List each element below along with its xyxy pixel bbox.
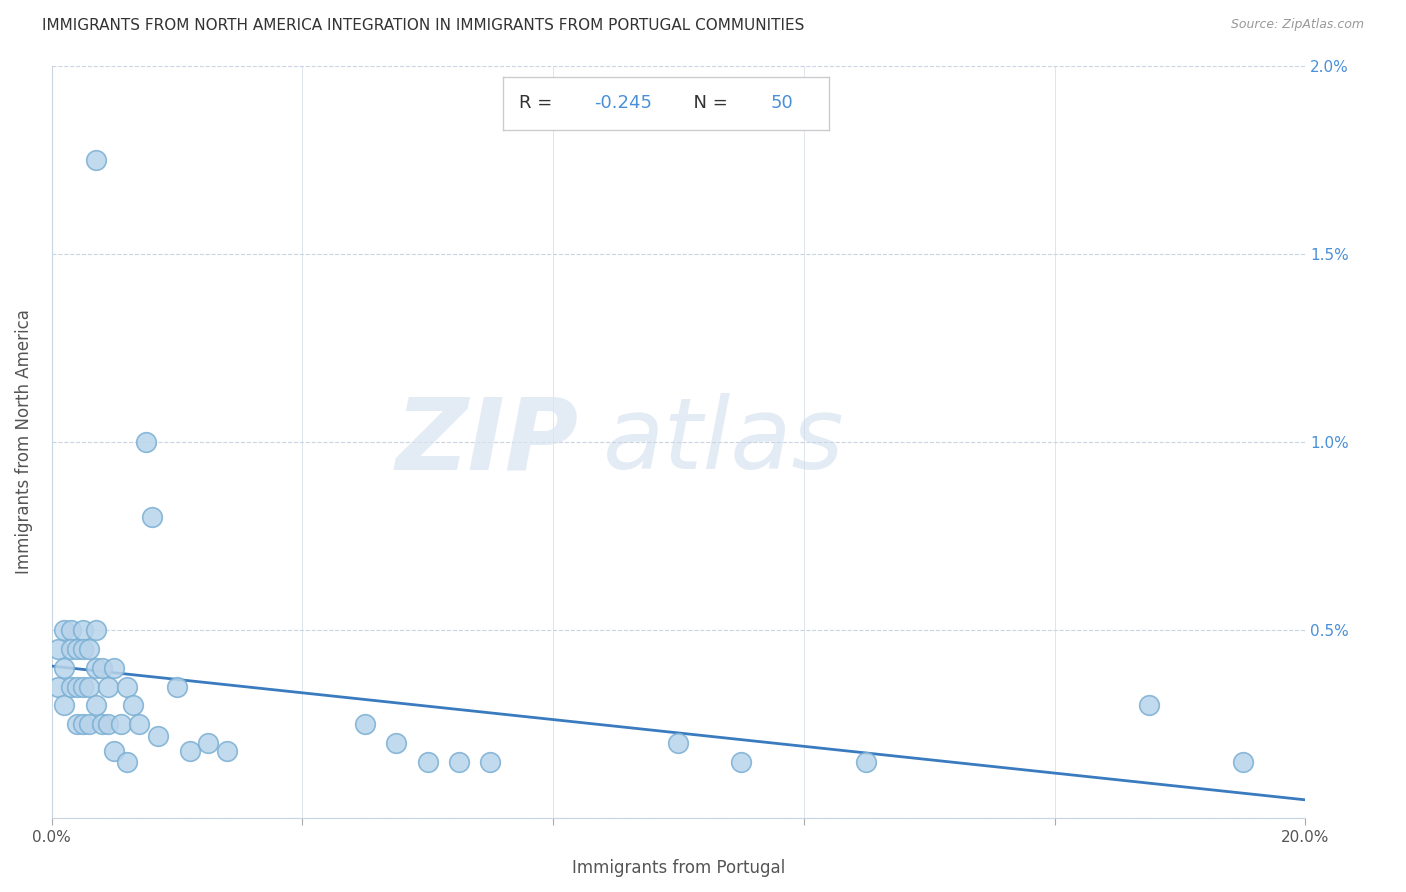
Point <box>53 623 76 637</box>
Point <box>855 755 877 769</box>
Point <box>730 755 752 769</box>
Point <box>668 736 690 750</box>
Point <box>79 642 101 657</box>
Point <box>72 642 94 657</box>
Point <box>66 642 89 657</box>
Point <box>72 623 94 637</box>
Point <box>53 698 76 713</box>
Point <box>84 698 107 713</box>
Point <box>59 623 82 637</box>
Point <box>79 717 101 731</box>
Point <box>166 680 188 694</box>
Y-axis label: Immigrants from North America: Immigrants from North America <box>15 310 32 574</box>
Point <box>197 736 219 750</box>
Point <box>84 153 107 167</box>
Point <box>122 698 145 713</box>
Point <box>135 434 157 449</box>
Text: Source: ZipAtlas.com: Source: ZipAtlas.com <box>1230 18 1364 31</box>
Text: atlas: atlas <box>603 393 845 491</box>
Point <box>1232 755 1254 769</box>
Point <box>46 642 69 657</box>
Text: IMMIGRANTS FROM NORTH AMERICA INTEGRATION IN IMMIGRANTS FROM PORTUGAL COMMUNITIE: IMMIGRANTS FROM NORTH AMERICA INTEGRATIO… <box>42 18 804 33</box>
Point <box>110 717 132 731</box>
Point <box>90 717 112 731</box>
Text: ZIP: ZIP <box>395 393 578 491</box>
Point <box>46 680 69 694</box>
Point <box>59 680 82 694</box>
Point <box>1137 698 1160 713</box>
Point <box>479 755 502 769</box>
Point <box>385 736 408 750</box>
Point <box>449 755 471 769</box>
Point <box>115 755 138 769</box>
Point <box>84 661 107 675</box>
Point <box>59 642 82 657</box>
Point <box>79 680 101 694</box>
Point <box>66 680 89 694</box>
Point <box>103 743 125 757</box>
Point <box>72 680 94 694</box>
Point <box>66 717 89 731</box>
Point <box>103 661 125 675</box>
Point <box>148 729 170 743</box>
Point <box>179 743 201 757</box>
Point <box>115 680 138 694</box>
Point <box>416 755 439 769</box>
Point <box>128 717 150 731</box>
Point <box>97 717 120 731</box>
Point <box>53 661 76 675</box>
Point <box>217 743 239 757</box>
Point <box>97 680 120 694</box>
Point <box>354 717 377 731</box>
Point <box>84 623 107 637</box>
Point <box>141 510 163 524</box>
X-axis label: Immigrants from Portugal: Immigrants from Portugal <box>572 859 785 877</box>
Point <box>72 717 94 731</box>
Point <box>90 661 112 675</box>
